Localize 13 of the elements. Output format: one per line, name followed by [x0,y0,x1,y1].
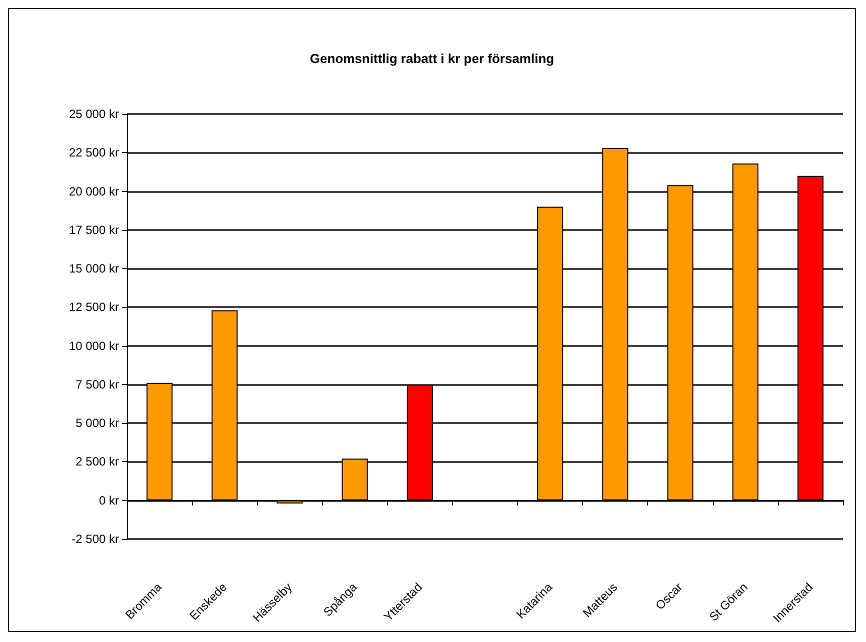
y-tick-label: -2 500 kr [72,532,119,546]
y-tick-label: 20 000 kr [68,184,119,198]
y-tick-label: 25 000 kr [68,107,119,121]
y-tick-label: 15 000 kr [68,262,119,276]
y-tick-label: 2 500 kr [76,454,120,469]
chart-title: Genomsnittlig rabatt i kr per församling [310,51,554,66]
y-tick-label: 0 kr [98,493,119,508]
y-tick-label: 12 500 kr [68,300,119,314]
y-tick-label: 17 500 kr [68,222,119,237]
y-tick-label: 7 500 kr [76,377,120,392]
y-tick-label: 22 500 kr [68,146,119,160]
y-tick-label: 10 000 kr [68,338,119,353]
y-tick-label: 5 000 kr [76,416,120,430]
